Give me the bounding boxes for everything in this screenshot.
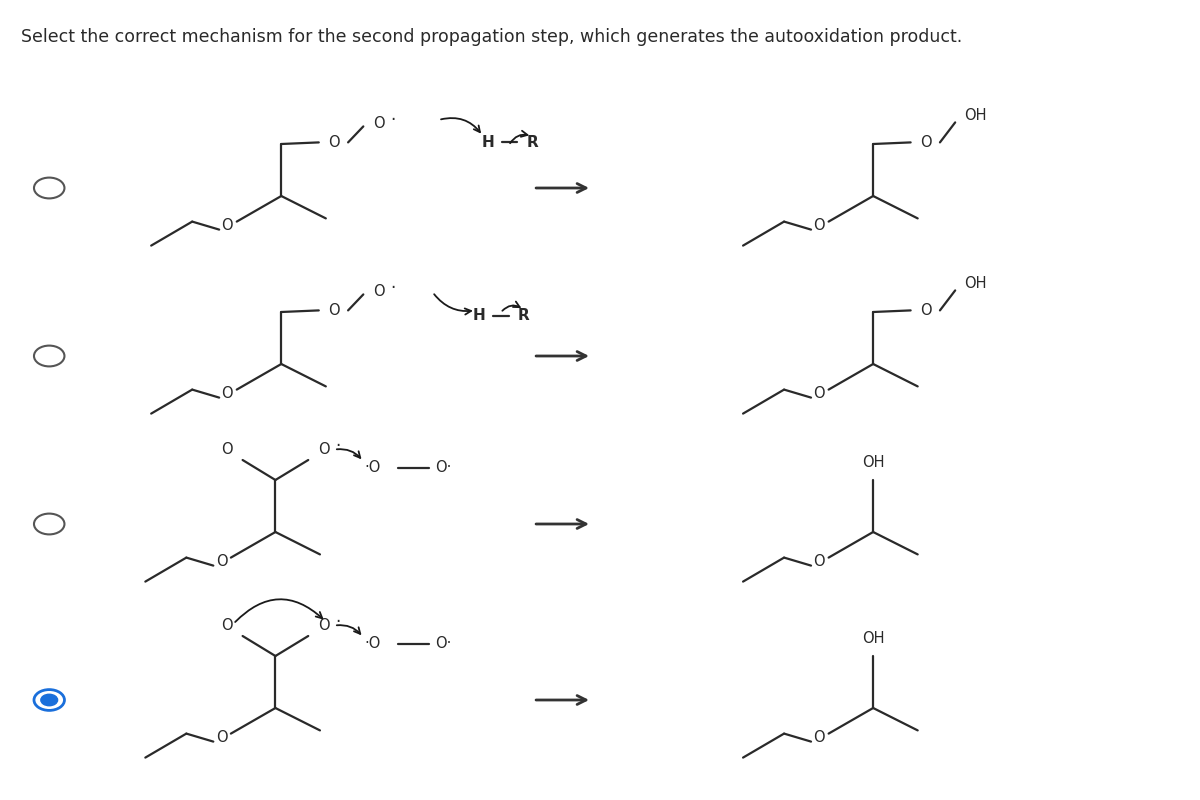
Text: O: O (318, 618, 329, 633)
Text: O: O (329, 135, 340, 150)
Text: ·: · (335, 437, 340, 454)
Text: O: O (814, 554, 826, 569)
Text: R: R (518, 309, 529, 323)
Text: O: O (216, 730, 227, 745)
Text: O: O (920, 135, 931, 150)
Text: OH: OH (862, 455, 884, 470)
Text: O: O (814, 386, 826, 401)
Text: O: O (373, 117, 384, 131)
Text: O: O (318, 442, 329, 457)
Text: OH: OH (862, 631, 884, 646)
Circle shape (41, 694, 58, 706)
Text: O: O (222, 386, 233, 401)
Text: O: O (329, 303, 340, 318)
Text: H: H (473, 309, 486, 323)
Text: O: O (920, 303, 931, 318)
Text: ·O: ·O (365, 461, 380, 475)
Text: Select the correct mechanism for the second propagation step, which generates th: Select the correct mechanism for the sec… (22, 28, 962, 46)
Text: O: O (373, 285, 384, 299)
Text: OH: OH (964, 277, 986, 291)
Text: O: O (814, 730, 826, 745)
Text: O: O (222, 442, 233, 457)
Text: OH: OH (964, 109, 986, 123)
Text: ·O: ·O (365, 637, 380, 651)
Text: ·: · (335, 613, 340, 630)
Text: ·: · (390, 279, 395, 297)
Text: O: O (222, 618, 233, 633)
Text: R: R (527, 135, 538, 150)
Text: H: H (481, 135, 494, 150)
Text: O·: O· (434, 461, 451, 475)
Text: O: O (222, 218, 233, 233)
Text: O·: O· (434, 637, 451, 651)
Text: O: O (814, 218, 826, 233)
Text: ·: · (390, 111, 395, 129)
Text: O: O (216, 554, 227, 569)
